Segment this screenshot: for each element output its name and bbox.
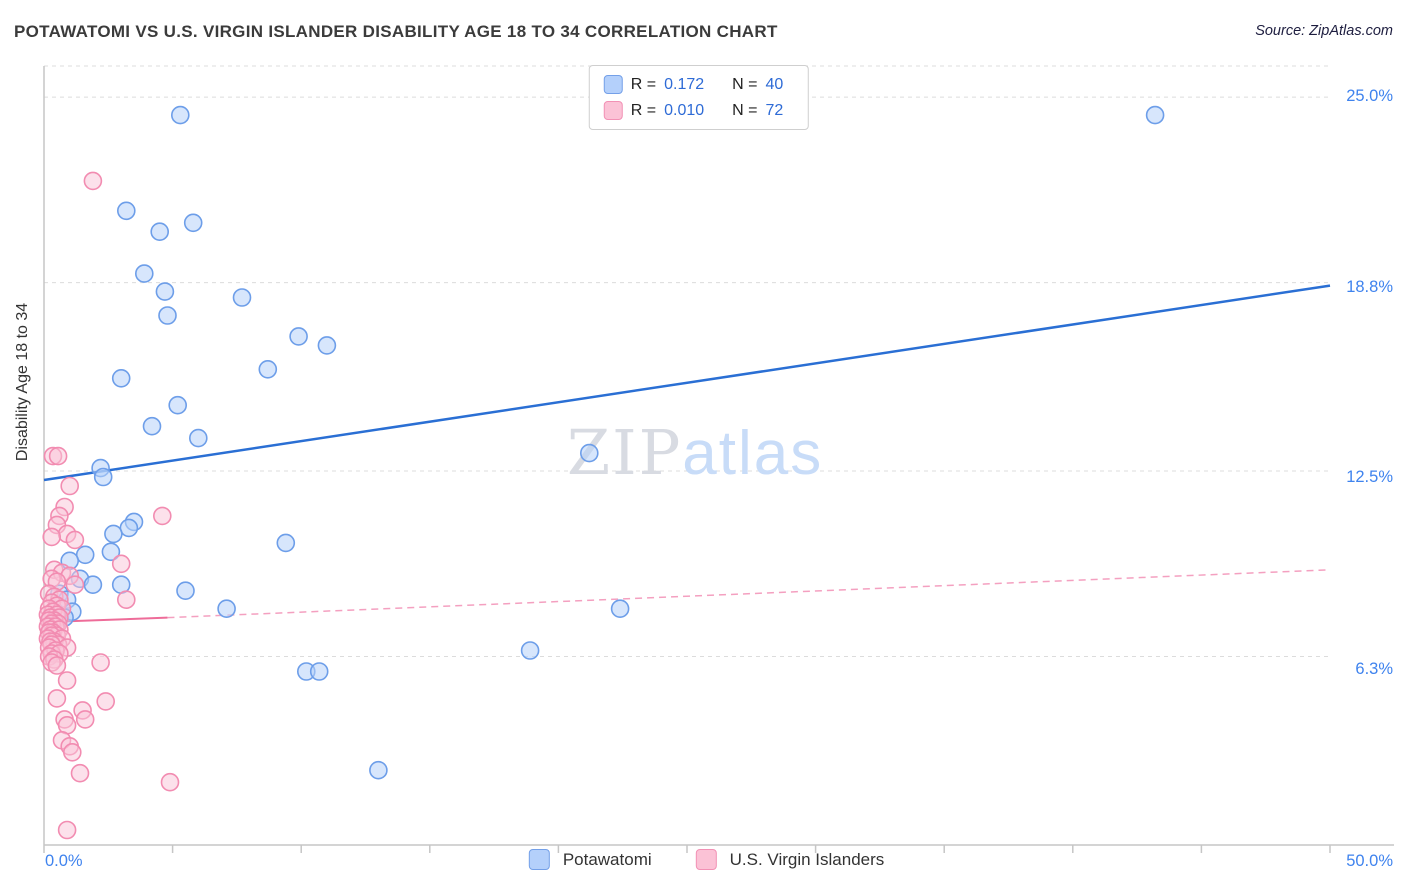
potawatomi-point[interactable] — [83, 575, 103, 595]
zipatlas-watermark: ZIPatlas — [567, 416, 823, 489]
source-attribution[interactable]: Source: ZipAtlas.com — [1255, 23, 1393, 39]
potawatomi-point[interactable] — [155, 282, 175, 301]
potawatomi-point[interactable] — [232, 288, 252, 307]
potawatomi-series-label: Potawatomi — [562, 849, 652, 869]
y-axis-title: Disability Age 18 to 34 — [14, 302, 31, 462]
virgin-islander-point[interactable] — [70, 763, 90, 783]
r-value: 0.010 — [664, 101, 705, 119]
virgin-islander-point[interactable] — [153, 506, 172, 526]
virgin-islanders-series-label: U.S. Virgin Islanders — [729, 849, 885, 869]
virgin-islander-point[interactable] — [96, 692, 115, 711]
legend-row-potawatomi: R = 0.172 N = 40 — [603, 75, 792, 94]
virgin-islander-point[interactable] — [65, 575, 85, 595]
potawatomi-point[interactable] — [117, 201, 136, 221]
potawatomi-point[interactable] — [183, 213, 203, 233]
page-title: POTAWATOMI VS U.S. VIRGIN ISLANDER DISAB… — [14, 22, 778, 41]
virgin-islander-point[interactable] — [42, 527, 62, 547]
potawatomi-point[interactable] — [217, 599, 236, 619]
potawatomi-point[interactable] — [276, 533, 296, 553]
y-tick-label-12-5: 12.5% — [1346, 468, 1393, 486]
potawatomi-point[interactable] — [369, 760, 388, 780]
potawatomi-point[interactable] — [258, 359, 278, 379]
trend-line-0 — [43, 284, 1331, 482]
virgin-islander-point[interactable] — [160, 772, 180, 792]
potawatomi-point[interactable] — [520, 641, 540, 660]
n-label: N = — [732, 75, 758, 93]
virgin-islander-point[interactable] — [48, 446, 68, 466]
r-value: 0.172 — [664, 75, 705, 93]
virgin-islander-point[interactable] — [111, 554, 131, 574]
x-axis-min-label: 0.0% — [45, 852, 83, 870]
correlation-legend: R = 0.172 N = 40 R = 0.010 N = 72 — [588, 65, 809, 130]
potawatomi-point[interactable] — [168, 395, 187, 415]
potawatomi-point[interactable] — [289, 327, 308, 346]
potawatomi-series-swatch — [528, 849, 550, 870]
potawatomi-point[interactable] — [142, 416, 162, 436]
virgin-islanders-series-swatch — [695, 849, 717, 870]
virgin-islander-point[interactable] — [57, 671, 77, 690]
virgin-islander-point[interactable] — [57, 820, 77, 840]
n-label: N = — [732, 101, 758, 119]
y-tick-label-6-3: 6.3% — [1355, 660, 1393, 678]
virgin-islander-point[interactable] — [47, 656, 67, 675]
potawatomi-point[interactable] — [75, 545, 95, 565]
potawatomi-point[interactable] — [176, 581, 195, 601]
virgin-islander-point[interactable] — [60, 476, 79, 496]
potawatomi-point[interactable] — [1145, 105, 1165, 125]
potawatomi-point[interactable] — [93, 467, 113, 487]
n-value: 72 — [765, 101, 784, 119]
virgin-islander-point[interactable] — [91, 653, 110, 672]
virgin-islander-point[interactable] — [65, 530, 85, 550]
series-legend: Potawatomi U.S. Virgin Islanders — [528, 849, 885, 870]
potawatomi-point[interactable] — [111, 368, 131, 388]
potawatomi-point[interactable] — [150, 222, 169, 241]
virgin-islander-point[interactable] — [83, 171, 103, 191]
potawatomi-point[interactable] — [579, 443, 599, 463]
potawatomi-point[interactable] — [610, 599, 630, 619]
r-label: R = — [630, 101, 657, 119]
y-tick-label-18-8: 18.8% — [1346, 278, 1393, 296]
legend-row-virgin-islanders: R = 0.010 N = 72 — [603, 101, 792, 120]
virgin-islander-point[interactable] — [75, 710, 95, 729]
potawatomi-point[interactable] — [317, 336, 337, 355]
virgin-islander-point[interactable] — [117, 590, 136, 610]
potawatomi-point[interactable] — [171, 105, 190, 125]
potawatomi-point[interactable] — [189, 428, 208, 448]
potawatomi-point[interactable] — [104, 524, 123, 544]
x-axis-max-label: 50.0% — [1346, 852, 1393, 870]
r-label: R = — [630, 75, 657, 93]
y-tick-label-25: 25.0% — [1346, 87, 1393, 105]
potawatomi-point[interactable] — [158, 306, 177, 325]
potawatomi-legend-swatch — [603, 75, 623, 94]
trend-line-2 — [167, 569, 1331, 619]
virgin-islanders-legend-swatch — [603, 101, 623, 120]
potawatomi-point[interactable] — [135, 264, 154, 283]
virgin-islander-point[interactable] — [47, 689, 67, 708]
potawatomi-point[interactable] — [309, 662, 329, 681]
potawatomi-point[interactable] — [119, 518, 139, 538]
potawatomi-point[interactable] — [101, 542, 121, 562]
n-value: 40 — [765, 75, 784, 93]
virgin-islander-point[interactable] — [63, 742, 82, 762]
